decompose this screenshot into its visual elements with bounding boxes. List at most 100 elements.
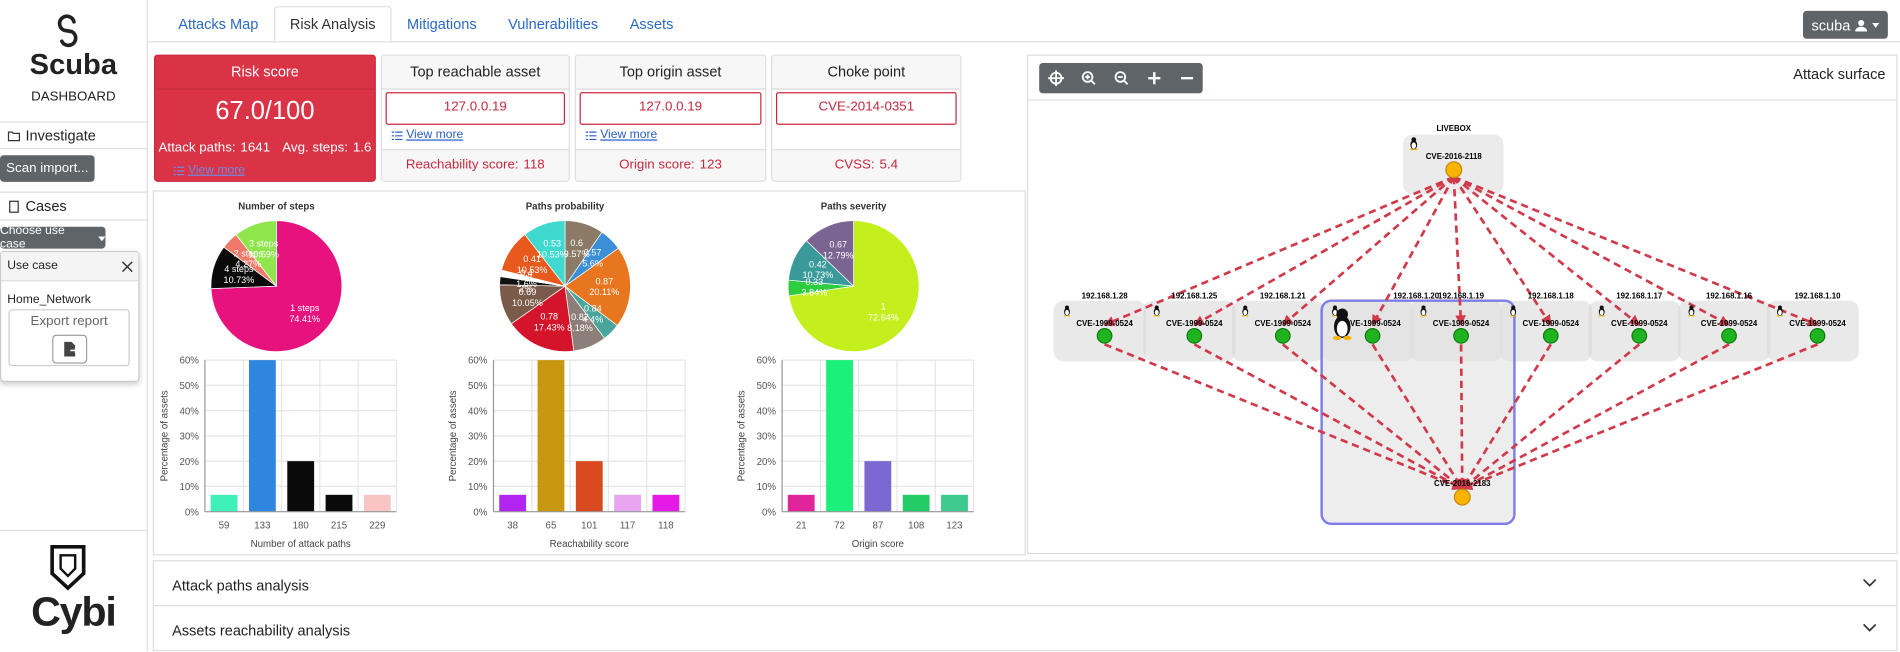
accordion: Attack paths analysis Assets reachabilit…	[152, 560, 1898, 652]
use-case-item[interactable]: Home_Network	[7, 293, 91, 307]
nav-tab[interactable]: Attacks Map	[178, 15, 259, 33]
metric-label: CVSS:	[834, 157, 875, 173]
user-icon	[1855, 19, 1868, 31]
card-footer: Reachability score: 118	[381, 149, 569, 181]
card-title: Top origin asset	[575, 55, 766, 90]
link-text: View more	[187, 163, 246, 178]
export-box: Export report	[8, 309, 130, 367]
accordion-item[interactable]: Attack paths analysis	[153, 561, 1897, 607]
view-more-link[interactable]: View more	[173, 164, 245, 177]
caret	[1872, 23, 1880, 31]
section-label: Cases	[25, 197, 67, 215]
list-icon	[173, 166, 185, 175]
chevron-shape	[1863, 578, 1877, 587]
link-text: View more	[600, 128, 658, 142]
scan-import-button[interactable]: Scan import...	[0, 155, 95, 182]
card-footer: CVSS: 5.4	[772, 149, 961, 181]
stat-label: Attack paths:	[158, 140, 236, 156]
asset-card: Top origin asset 127.0.0.19 View more Or…	[574, 54, 767, 182]
file-icon	[64, 341, 76, 357]
zoom-out-button[interactable]	[1114, 71, 1129, 85]
folder-shape	[7, 130, 21, 141]
stat-value: 1641	[240, 140, 271, 156]
accordion-title: Attack paths analysis	[172, 577, 309, 595]
accordion-title: Assets reachability analysis	[172, 622, 351, 639]
copy-icon	[9, 200, 19, 213]
popover-title: Use case	[1, 252, 139, 282]
stat-label: Avg. steps:	[282, 140, 348, 156]
toolbar-bg	[1039, 63, 1203, 94]
nav-tab[interactable]: Assets	[629, 15, 674, 33]
card-title: Choke point	[772, 55, 961, 90]
link-text: View more	[406, 128, 464, 142]
cases-section[interactable]: Cases	[0, 191, 147, 221]
card-value: 127.0.0.19	[385, 92, 566, 125]
close-icon	[121, 261, 133, 273]
metric-value: 5.4	[879, 157, 899, 173]
fit-button[interactable]	[1048, 70, 1064, 87]
nav-tab[interactable]: Mitigations	[407, 15, 477, 33]
view-more-link[interactable]: View more	[585, 128, 658, 142]
arrow-icon	[70, 347, 79, 354]
graph-panel: Attack surface	[1026, 54, 1898, 555]
zoom-in-button[interactable]	[1081, 71, 1096, 85]
metric-value: 123	[699, 157, 722, 173]
icon	[1081, 71, 1094, 83]
close-button[interactable]	[121, 261, 133, 273]
use-case-dropdown[interactable]: Choose use case	[0, 224, 106, 251]
brand-subtitle: DASHBOARD	[31, 89, 116, 105]
metric-value: 118	[523, 157, 545, 173]
chevron	[1863, 623, 1877, 632]
choke-card: Choke point CVE-2014-0351 CVSS: 5.4	[771, 54, 962, 182]
footer-logo	[50, 545, 86, 591]
metric-label: Origin score:	[619, 157, 695, 173]
sidebar: Scuba DASHBOARD Investigate Scan import.…	[0, 0, 148, 652]
section-label: Investigate	[25, 126, 96, 144]
icon	[1117, 76, 1129, 85]
nav-tabs: Attacks Map Risk Analysis Mitigations Vulne…	[162, 6, 689, 42]
brand-logo	[57, 14, 78, 48]
use-case-popover: Use case Home_Network Export report	[0, 250, 140, 382]
list-shape	[173, 166, 185, 175]
graph-title: Attack surface	[1793, 65, 1886, 83]
user-name: scuba	[1811, 16, 1851, 34]
nav-tab[interactable]: Vulnerabilities	[508, 15, 599, 33]
risk-card: Risk score 67.0/100 Attack paths: 1641 Avg…	[153, 54, 376, 182]
shield-shape	[50, 545, 86, 591]
export-button[interactable]	[52, 334, 88, 364]
shield-inner	[59, 554, 77, 578]
card-value: CVE-2014-0351	[776, 92, 957, 125]
accordion-item[interactable]: Assets reachability analysis	[154, 606, 1896, 651]
user-head	[1858, 19, 1865, 26]
nav-border	[147, 41, 1900, 43]
card-title: Top reachable asset	[381, 55, 569, 90]
divider	[0, 529, 147, 532]
view-more-link[interactable]: View more	[391, 128, 464, 142]
list-icon	[585, 130, 597, 140]
caret	[98, 235, 106, 244]
investigate-section[interactable]: Investigate	[0, 121, 147, 150]
icon	[1114, 71, 1127, 83]
list-shape	[391, 130, 403, 140]
folder-icon	[7, 130, 21, 141]
card-footer: Origin score: 123	[575, 149, 766, 181]
list-shape	[585, 130, 597, 140]
card-value: 127.0.0.19	[579, 92, 762, 125]
chevron	[1863, 578, 1877, 587]
card-title: Risk score	[155, 55, 375, 90]
asset-card: Top reachable asset 127.0.0.19 View more…	[380, 54, 570, 182]
expand-button[interactable]	[1148, 72, 1161, 85]
copy-shape	[9, 200, 19, 213]
user-menu[interactable]: scuba	[1802, 10, 1888, 39]
risk-score: 67.0/100	[215, 97, 315, 125]
user-body	[1855, 26, 1868, 31]
export-label: Export report	[30, 314, 108, 329]
logo-shape	[57, 14, 78, 48]
stat-value: 1.6	[352, 140, 372, 156]
icon	[1048, 70, 1064, 87]
brand-name: Scuba	[29, 48, 118, 82]
footer-brand: Cybi	[31, 589, 117, 636]
charts-panel	[152, 190, 1026, 556]
nav-tab[interactable]: Risk Analysis	[274, 6, 392, 42]
